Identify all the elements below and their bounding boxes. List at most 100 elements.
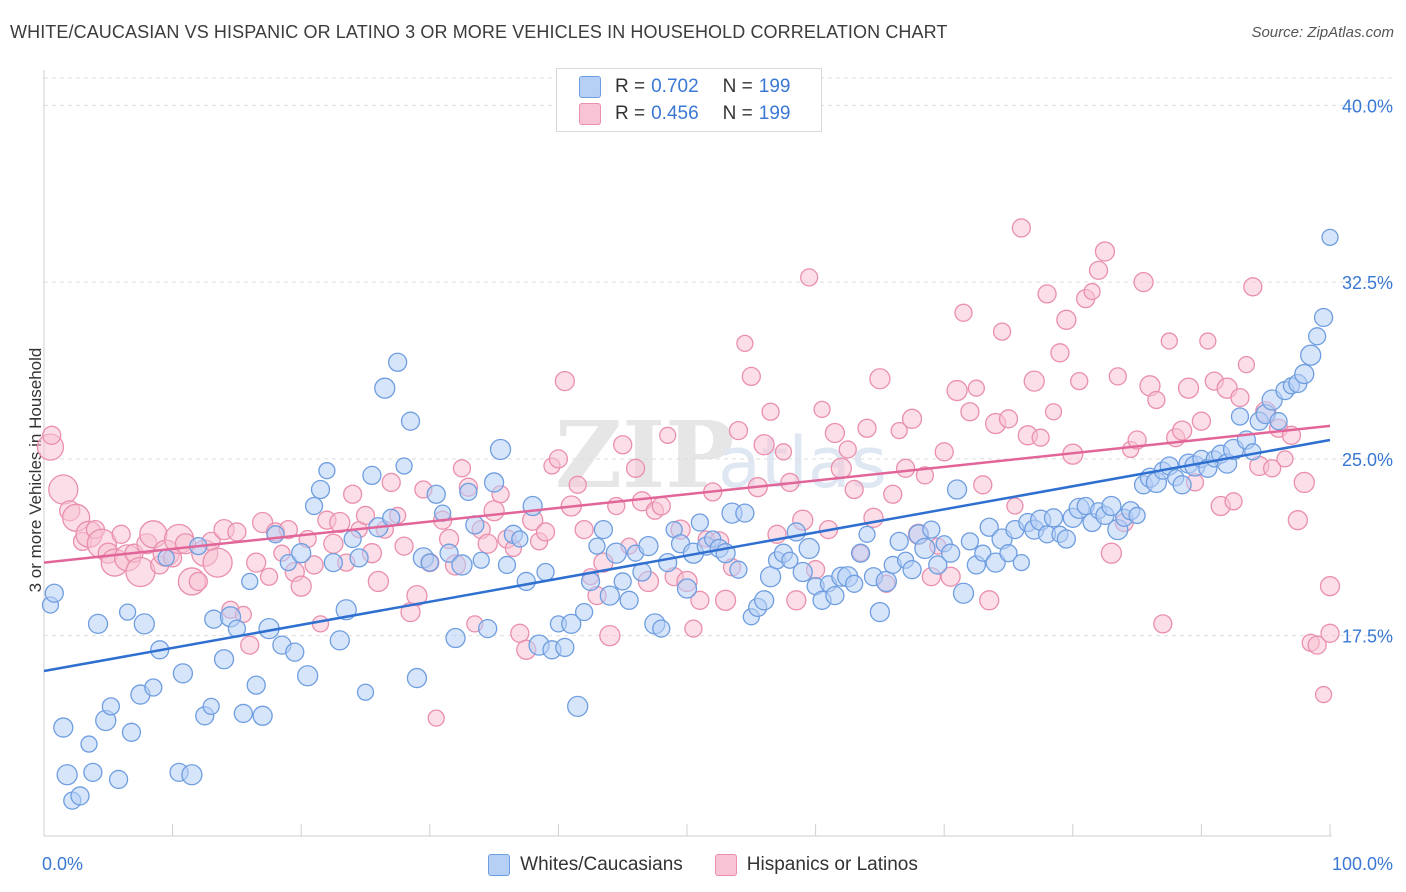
legend-item-white[interactable]: Whites/Caucasians [488,854,683,876]
hispanic-point [1070,371,1089,391]
white-point [241,572,259,591]
white-point [952,582,975,604]
white-point [1313,307,1334,328]
hispanic-point [1320,623,1340,643]
hispanic-point [1094,241,1116,262]
hispanic-point [1171,420,1193,441]
legend-swatch-hispanic [579,103,601,125]
white-point [574,602,594,622]
legend-item-hispanic[interactable]: Hispanics or Latinos [714,854,918,876]
x-tick-label: 100.0% [1332,854,1393,874]
hispanic-point [1177,377,1200,399]
white-point [420,553,439,572]
hispanic-point [574,519,594,540]
hispanic-point [954,303,973,322]
hispanic-point [1307,635,1327,655]
hispanic-point [1147,390,1166,410]
hispanic-point [202,547,233,578]
legend-swatch-hispanic [714,854,737,876]
white-point [1101,495,1122,517]
hispanic-point [690,590,710,610]
white-point [638,535,659,557]
hispanic-point [311,615,330,633]
white-point [658,552,678,573]
hispanic-point [1023,370,1045,392]
hispanic-point [246,552,267,573]
white-point [202,697,220,716]
hispanic-point [554,370,575,392]
chart-title: WHITE/CAUCASIAN VS HISPANIC OR LATINO 3 … [10,22,948,42]
white-point [451,554,473,576]
hispanic-point [1011,218,1032,238]
y-tick-label: 32.5% [1342,273,1393,293]
white-point [690,513,710,532]
hispanic-point [915,466,935,485]
hispanic-point [1293,471,1315,494]
hispanic-point [992,322,1012,341]
y-tick-label: 25.0% [1342,450,1393,470]
legend-swatch-white [579,76,601,98]
hispanic-point [406,584,428,607]
hispanic-point [1127,430,1147,450]
white-point [472,551,490,569]
trend-lines [43,424,1331,673]
hispanic-point [1243,277,1263,297]
white-point [593,519,614,540]
hispanic-point [290,575,312,597]
white-point [213,649,235,670]
hispanic-point [1319,576,1341,597]
x-tick-label: 0.0% [42,854,83,874]
white-point [1294,363,1315,385]
hispanic-point [869,368,891,390]
hispanic-point [227,522,247,542]
legend-row-hispanic: R = 0.456 N = 199 [579,101,790,127]
white-point [516,571,536,592]
white-point [233,703,253,724]
hispanic-point [477,533,498,554]
hispanic-point [774,443,793,461]
white-point [266,525,285,544]
hispanic-point [1314,685,1333,704]
hispanic-point [259,567,279,586]
legend-r-label: R = [615,103,646,124]
white-point [613,572,632,591]
white-point [875,570,897,593]
white-point [619,590,639,610]
white-point [382,508,401,527]
white-point [387,352,408,372]
hispanic-point [510,623,530,643]
legend-r-label: R = [615,76,646,97]
hispanic-point [1108,367,1127,386]
white-point [133,613,155,635]
hispanic-point [895,458,916,478]
hispanic-point [548,449,569,469]
white-point [349,548,369,568]
hispanic-point [427,709,445,727]
hispanic-point [568,475,587,494]
white-trend-line [43,438,1331,673]
white-point [1307,327,1327,346]
hispanic-point [355,505,376,526]
white-point [754,590,775,611]
white-point [1056,529,1077,549]
hispanic-point [1031,428,1050,447]
hispanic-point [741,366,761,387]
white-point [285,642,305,662]
hispanic-point [857,418,877,438]
legend-n-value: 199 [758,76,791,97]
legend-n-label: N = [722,76,753,97]
hispanic-point [830,457,852,479]
white-points [41,228,1339,810]
legend-n-label: N = [722,103,753,124]
hispanic-point [1088,260,1109,280]
hispanic-point [973,475,993,495]
white-point [1300,344,1322,366]
white-point [928,555,948,575]
hispanic-point [1083,282,1101,301]
legend-n-value: 199 [758,103,791,124]
white-point [279,553,297,572]
white-point [497,555,517,575]
white-point [825,585,845,606]
hispanic-point [1153,614,1173,634]
hispanic-point [979,590,1000,611]
